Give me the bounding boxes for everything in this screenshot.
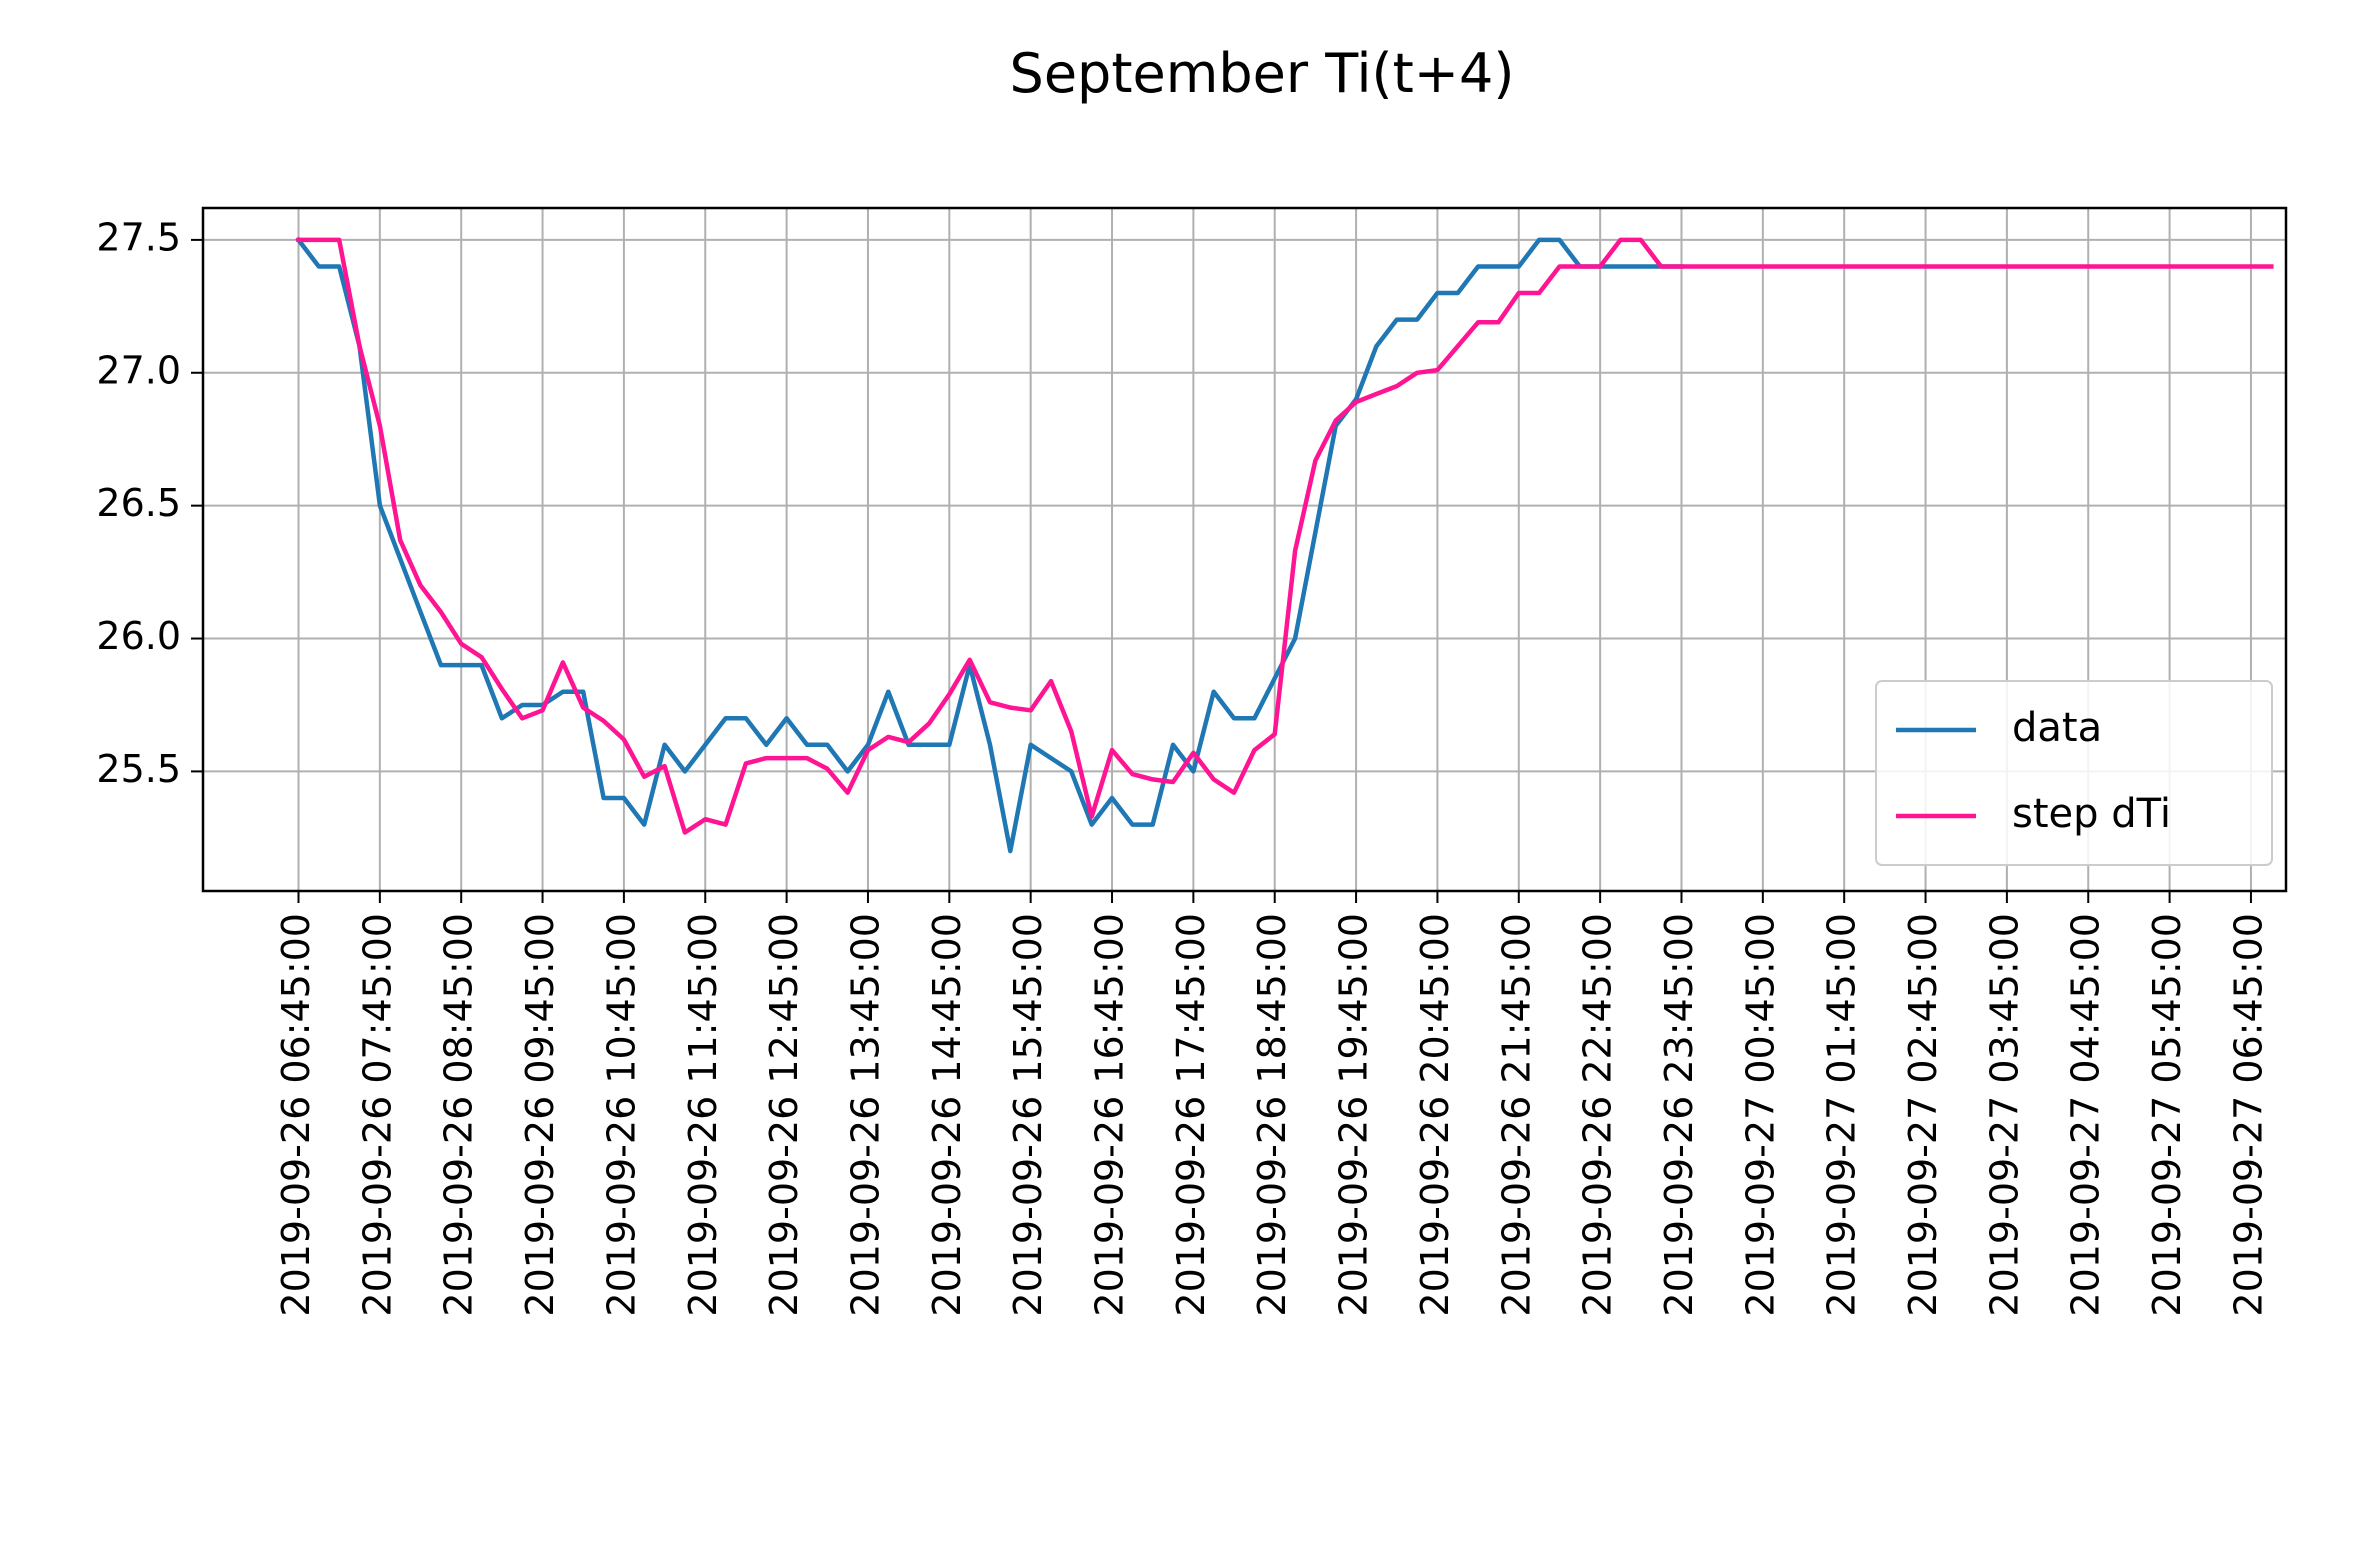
x-tick-label: 2019-09-26 17:45:00 [1169, 913, 1213, 1317]
x-tick-label: 2019-09-26 21:45:00 [1494, 913, 1538, 1317]
legend[interactable]: data step dTi [1875, 680, 2273, 866]
x-tick-label: 2019-09-26 07:45:00 [355, 913, 399, 1317]
x-tick-label: 2019-09-26 23:45:00 [1657, 913, 1701, 1317]
legend-label: step dTi [2012, 791, 2171, 837]
plot-frame [201, 206, 2288, 893]
x-tick-label: 2019-09-26 14:45:00 [925, 913, 969, 1317]
x-tick-label: 2019-09-26 12:45:00 [762, 913, 806, 1317]
x-tick-label: 2019-09-27 05:45:00 [2145, 913, 2189, 1317]
axes: 2019-09-26 06:45:00 2019-09-26 07:45:00 20… [96, 215, 2270, 1316]
y-tick-label: 27.5 [96, 215, 181, 259]
legend-label: data [2012, 705, 2102, 751]
x-tick-label: 2019-09-27 03:45:00 [1982, 913, 2026, 1317]
x-tick-label: 2019-09-26 06:45:00 [274, 913, 318, 1317]
x-tick-label: 2019-09-27 06:45:00 [2226, 913, 2270, 1317]
x-tick-label: 2019-09-26 16:45:00 [1088, 913, 1132, 1317]
x-tick-label: 2019-09-26 20:45:00 [1413, 913, 1457, 1317]
x-tick-label: 2019-09-26 09:45:00 [518, 913, 562, 1317]
legend-box [1875, 680, 2273, 866]
x-tick-label: 2019-09-27 00:45:00 [1738, 913, 1782, 1317]
y-tick-label: 26.0 [96, 614, 181, 658]
y-tick-label: 27.0 [96, 348, 181, 392]
x-tick-label: 2019-09-26 11:45:00 [681, 913, 725, 1317]
series-line-step-dti [296, 237, 2274, 835]
x-tick-label: 2019-09-26 19:45:00 [1332, 913, 1376, 1317]
x-tick-label: 2019-09-26 10:45:00 [599, 913, 643, 1317]
x-tick-label: 2019-09-26 22:45:00 [1576, 913, 1620, 1317]
y-tick-label: 25.5 [96, 747, 181, 791]
y-tick-label: 26.5 [96, 481, 181, 525]
chart-title: September Ti(t+4) [1010, 42, 1515, 105]
x-tick-label: 2019-09-26 15:45:00 [1006, 913, 1050, 1317]
x-tick-label: 2019-09-26 08:45:00 [437, 913, 481, 1317]
series-line-data [295, 236, 1684, 854]
x-tick-label: 2019-09-26 13:45:00 [843, 913, 887, 1317]
x-tick-label: 2019-09-26 18:45:00 [1250, 913, 1294, 1317]
x-tick-label: 2019-09-27 02:45:00 [1901, 913, 1945, 1317]
x-tick-label: 2019-09-27 01:45:00 [1820, 913, 1864, 1317]
series-layer [295, 236, 2274, 854]
x-tick-label: 2019-09-27 04:45:00 [2064, 913, 2108, 1317]
